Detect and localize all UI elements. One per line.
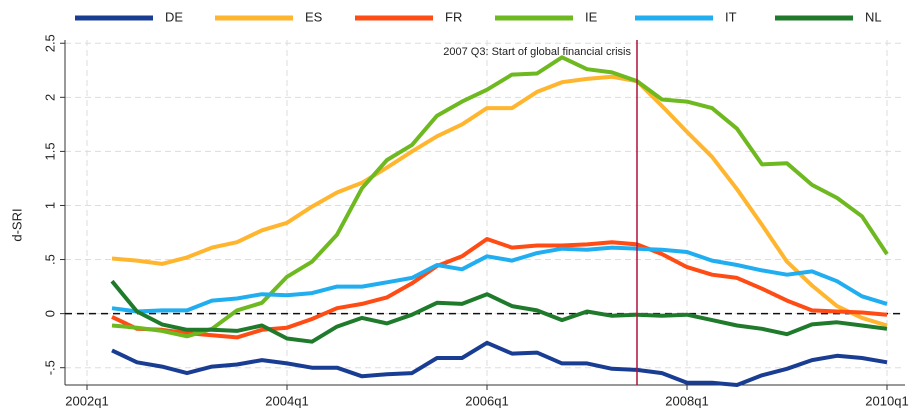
legend-label: FR <box>445 9 462 24</box>
series-line <box>111 55 889 339</box>
legend-label: DE <box>165 9 183 24</box>
series-line <box>111 340 888 387</box>
y-tick-label: -.5 <box>42 360 57 375</box>
series-line <box>111 237 888 340</box>
legend-label: IE <box>585 9 598 24</box>
legend-label: NL <box>865 9 882 24</box>
series-line <box>111 245 888 314</box>
y-tick-label: 1.5 <box>42 142 57 160</box>
x-tick-label: 2004q1 <box>265 393 308 408</box>
y-tick-label: .5 <box>42 254 57 265</box>
series-line <box>110 279 888 344</box>
annotation-text: 2007 Q3: Start of global financial crisi… <box>443 46 631 58</box>
x-tick-label: 2006q1 <box>465 393 508 408</box>
y-tick-label: 2 <box>42 94 57 101</box>
y-tick-label: 2.5 <box>42 34 57 52</box>
y-tick-label: 1 <box>42 202 57 209</box>
y-axis-label: d-SRI <box>9 208 24 241</box>
series-line <box>111 74 888 328</box>
legend-label: IT <box>725 9 737 24</box>
legend-label: ES <box>305 9 323 24</box>
x-tick-label: 2002q1 <box>65 393 108 408</box>
x-tick-label: 2010q1 <box>865 393 908 408</box>
y-tick-label: 0 <box>42 310 57 317</box>
x-tick-label: 2008q1 <box>665 393 708 408</box>
